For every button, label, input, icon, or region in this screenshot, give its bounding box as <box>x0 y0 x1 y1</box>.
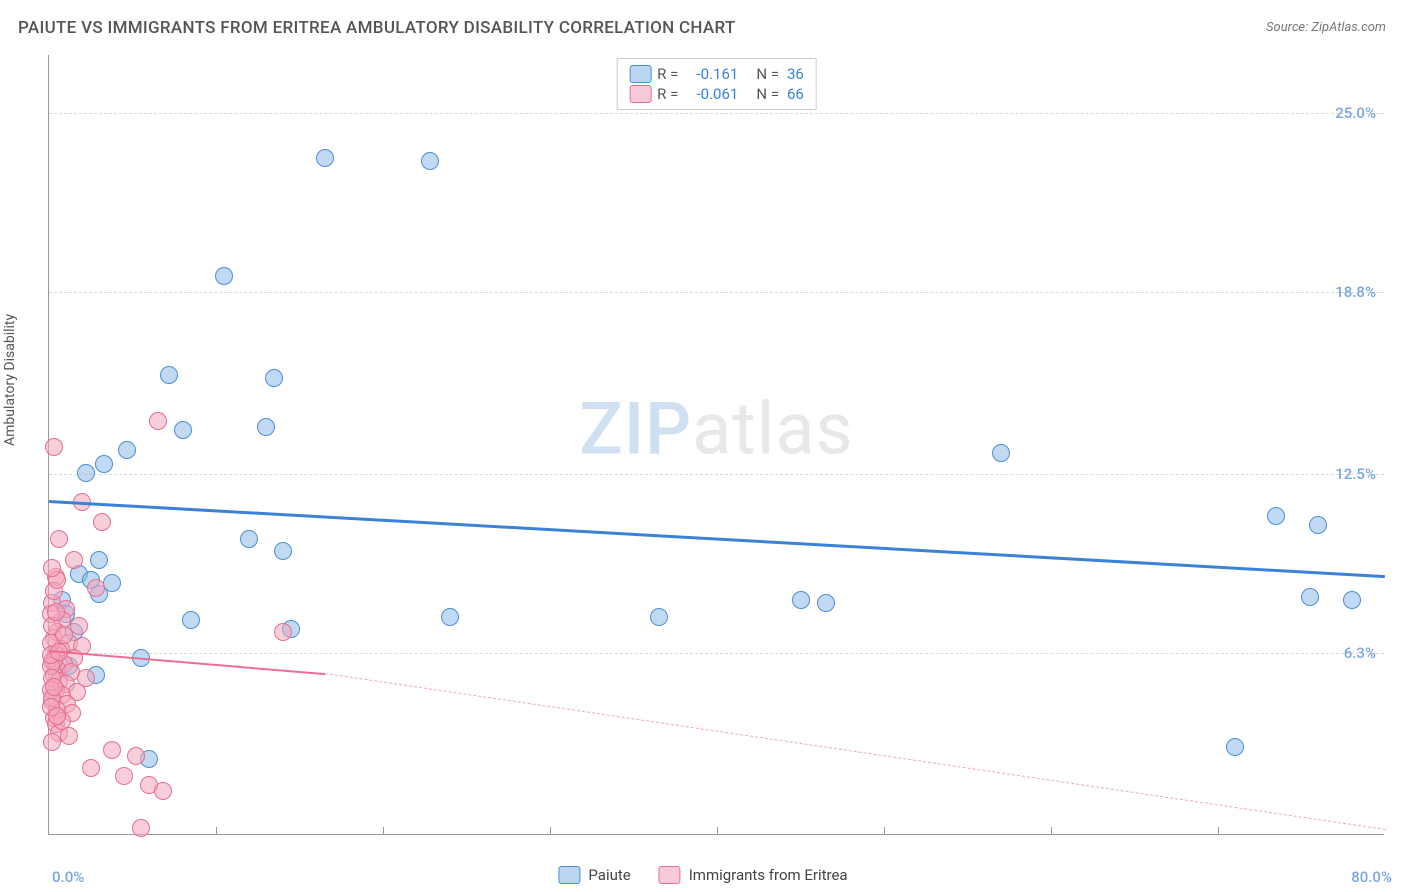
data-point <box>50 530 68 548</box>
y-tick-label: 18.8% <box>1335 283 1376 301</box>
data-point <box>240 530 258 548</box>
data-point <box>115 767 133 785</box>
x-axis-max-label: 80.0% <box>1351 868 1392 886</box>
data-point <box>127 747 145 765</box>
r-value: -0.061 <box>686 85 738 103</box>
data-point <box>65 551 83 569</box>
data-point <box>45 678 63 696</box>
data-point <box>817 594 835 612</box>
data-point <box>55 626 73 644</box>
x-tick <box>1051 827 1052 835</box>
correlation-legend: R = -0.161 N = 36 R = -0.061 N = 66 <box>616 58 817 110</box>
data-point <box>1226 738 1244 756</box>
x-tick <box>550 827 551 835</box>
n-value: 66 <box>787 85 804 103</box>
gridline <box>49 653 1384 654</box>
data-point <box>47 603 65 621</box>
legend-swatch <box>629 85 651 103</box>
data-point <box>132 819 150 837</box>
data-point <box>154 782 172 800</box>
data-point <box>992 444 1010 462</box>
data-point <box>60 727 78 745</box>
data-point <box>43 559 61 577</box>
source-attribution: Source: ZipAtlas.com <box>1266 20 1386 35</box>
y-axis-title: Ambulatory Disability <box>2 314 18 446</box>
data-point <box>1267 507 1285 525</box>
data-point <box>274 542 292 560</box>
y-tick-label: 6.3% <box>1344 644 1376 662</box>
legend-item: Paiute <box>558 866 630 884</box>
data-point <box>792 591 810 609</box>
scatter-plot: ZIPatlas R = -0.161 N = 36 R = -0.061 N = 66 6.… <box>48 55 1384 835</box>
data-point <box>90 551 108 569</box>
r-value: -0.161 <box>686 65 738 83</box>
data-point <box>1301 588 1319 606</box>
data-point <box>48 707 66 725</box>
y-tick-label: 25.0% <box>1335 104 1376 122</box>
data-point <box>93 513 111 531</box>
gridline <box>49 474 1384 475</box>
n-label: N = <box>756 65 779 83</box>
r-label: R = <box>657 65 678 83</box>
y-tick-label: 12.5% <box>1335 465 1376 483</box>
x-tick <box>216 827 217 835</box>
gridline <box>49 113 1384 114</box>
data-point <box>174 421 192 439</box>
legend-row: R = -0.061 N = 66 <box>629 85 804 103</box>
x-tick <box>1218 827 1219 835</box>
data-point <box>1343 591 1361 609</box>
legend-swatch <box>558 866 580 884</box>
legend-swatch <box>659 866 681 884</box>
n-label: N = <box>756 85 779 103</box>
legend-swatch <box>629 65 651 83</box>
data-point <box>160 366 178 384</box>
data-point <box>316 149 334 167</box>
data-point <box>103 741 121 759</box>
x-tick <box>383 827 384 835</box>
data-point <box>82 759 100 777</box>
data-point <box>43 733 61 751</box>
data-point <box>274 623 292 641</box>
data-point <box>257 418 275 436</box>
legend-label: Paiute <box>588 866 630 884</box>
data-point <box>441 608 459 626</box>
data-point <box>77 464 95 482</box>
x-tick <box>884 827 885 835</box>
data-point <box>215 267 233 285</box>
watermark: ZIPatlas <box>579 386 853 471</box>
n-value: 36 <box>787 65 804 83</box>
data-point <box>149 412 167 430</box>
legend-row: R = -0.161 N = 36 <box>629 65 804 83</box>
data-point <box>1309 516 1327 534</box>
data-point <box>95 455 113 473</box>
data-point <box>265 369 283 387</box>
data-point <box>118 441 136 459</box>
chart-title: PAIUTE VS IMMIGRANTS FROM ERITREA AMBULA… <box>18 18 1388 38</box>
data-point <box>87 579 105 597</box>
x-tick <box>717 827 718 835</box>
data-point <box>650 608 668 626</box>
data-point <box>45 438 63 456</box>
x-axis-min-label: 0.0% <box>52 868 84 886</box>
data-point <box>421 152 439 170</box>
series-legend: Paiute Immigrants from Eritrea <box>558 866 847 884</box>
r-label: R = <box>657 85 678 103</box>
legend-item: Immigrants from Eritrea <box>659 866 848 884</box>
legend-label: Immigrants from Eritrea <box>689 866 848 884</box>
data-point <box>182 611 200 629</box>
gridline <box>49 292 1384 293</box>
